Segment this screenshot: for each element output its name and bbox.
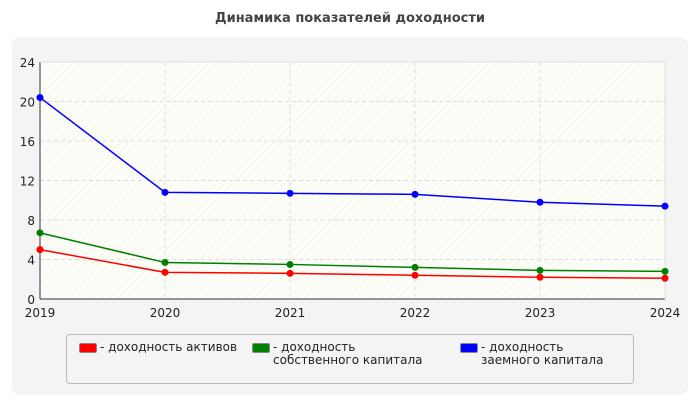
y-tick-label: 12 [20, 175, 35, 189]
x-tick-label: 2019 [25, 306, 56, 320]
data-point [36, 246, 44, 254]
x-tick-label: 2023 [525, 306, 556, 320]
data-point [411, 271, 419, 279]
legend-swatch [79, 343, 97, 353]
data-point [411, 263, 419, 271]
series-line [39, 248, 666, 280]
legend-label: - доходность собственного капитала [273, 340, 423, 367]
y-tick-label: 0 [27, 293, 35, 307]
data-point [286, 189, 294, 197]
series-line [39, 96, 666, 207]
data-point [411, 190, 419, 198]
data-point [161, 268, 169, 276]
data-point [161, 188, 169, 196]
x-tick-label: 2020 [150, 306, 181, 320]
data-point [36, 94, 44, 102]
legend-item-equity: - доходность собственного капитала [252, 341, 432, 367]
legend-label: - доходность заемного капитала [481, 340, 604, 367]
series-line [39, 232, 666, 273]
data-point [536, 266, 544, 274]
legend-label: - доходность активов [100, 340, 238, 354]
y-tick-label: 20 [20, 96, 35, 110]
data-point [661, 202, 669, 210]
legend: - доходность активов - доходность собств… [66, 334, 634, 384]
data-point [36, 229, 44, 237]
data-point [661, 267, 669, 275]
legend-item-assets: - доходность активов [79, 341, 237, 354]
data-point [286, 260, 294, 268]
x-tick-label: 2022 [400, 306, 431, 320]
data-point [536, 198, 544, 206]
legend-swatch [460, 343, 478, 353]
data-point [661, 274, 669, 282]
y-tick-label: 24 [20, 56, 35, 70]
data-point [286, 269, 294, 277]
legend-item-debt: - доходность заемного капитала [460, 341, 625, 367]
legend-swatch [252, 343, 270, 353]
y-tick-label: 16 [20, 135, 35, 149]
chart-title: Динамика показателей доходности [215, 11, 485, 26]
x-tick-label: 2024 [650, 306, 681, 320]
y-tick-label: 4 [27, 254, 35, 268]
y-tick-label: 8 [27, 214, 35, 228]
x-tick-label: 2021 [275, 306, 306, 320]
data-point [161, 258, 169, 266]
data-point [536, 273, 544, 281]
